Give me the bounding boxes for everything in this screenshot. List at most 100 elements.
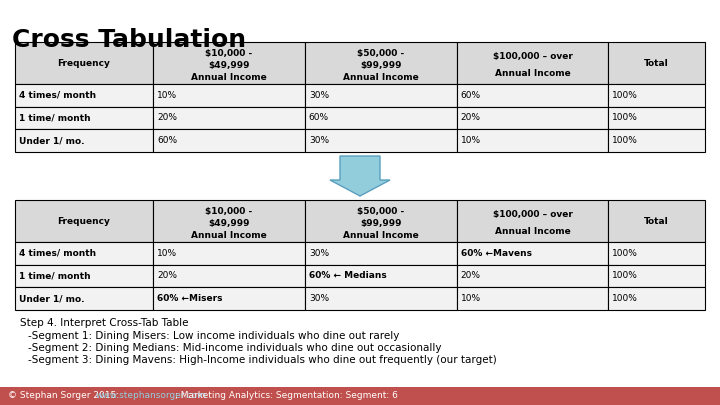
Bar — [456, 84, 608, 107]
Text: $99,999: $99,999 — [360, 61, 402, 70]
Bar — [456, 287, 608, 310]
Bar — [153, 264, 305, 287]
Bar — [608, 129, 705, 152]
Bar — [153, 129, 305, 152]
Text: 60% ←Misers: 60% ←Misers — [157, 294, 222, 303]
Text: $10,000 -: $10,000 - — [205, 207, 253, 216]
Text: $49,999: $49,999 — [208, 219, 250, 228]
Bar — [15, 264, 153, 287]
Bar — [305, 287, 456, 310]
Bar — [15, 129, 153, 152]
Bar — [305, 264, 456, 287]
Text: Annual Income: Annual Income — [495, 69, 570, 78]
Text: 1 time/ month: 1 time/ month — [19, 113, 91, 122]
Text: 30%: 30% — [309, 249, 329, 258]
Text: 60% ← Medians: 60% ← Medians — [309, 271, 387, 280]
Bar — [456, 200, 608, 242]
Bar — [608, 287, 705, 310]
Bar — [305, 242, 456, 264]
Text: 20%: 20% — [157, 271, 177, 280]
Bar — [305, 129, 456, 152]
Text: $100,000 – over: $100,000 – over — [492, 210, 572, 219]
Text: 30%: 30% — [309, 91, 329, 100]
Text: 10%: 10% — [157, 91, 177, 100]
Text: Total: Total — [644, 217, 669, 226]
Bar — [608, 84, 705, 107]
Polygon shape — [330, 156, 390, 196]
Text: © Stephan Sorger 2015:: © Stephan Sorger 2015: — [8, 392, 122, 401]
Text: $50,000 -: $50,000 - — [357, 49, 405, 58]
Text: 10%: 10% — [461, 294, 481, 303]
Bar — [456, 129, 608, 152]
Text: $99,999: $99,999 — [360, 219, 402, 228]
Bar — [305, 200, 456, 242]
Bar — [153, 287, 305, 310]
Text: Total: Total — [644, 59, 669, 68]
Text: www.stephansorger.com: www.stephansorger.com — [95, 392, 206, 401]
Text: Under 1/ mo.: Under 1/ mo. — [19, 136, 84, 145]
Text: 100%: 100% — [613, 271, 638, 280]
Text: 100%: 100% — [613, 249, 638, 258]
Text: Annual Income: Annual Income — [191, 73, 267, 82]
Text: -Segment 3: Dining Mavens: High-Income individuals who dine out frequently (our : -Segment 3: Dining Mavens: High-Income i… — [28, 355, 497, 365]
Text: 4 times/ month: 4 times/ month — [19, 91, 96, 100]
Bar — [608, 42, 705, 84]
Bar — [305, 84, 456, 107]
Bar — [153, 84, 305, 107]
Text: 20%: 20% — [461, 113, 481, 122]
Bar — [153, 42, 305, 84]
Text: 10%: 10% — [461, 136, 481, 145]
Text: 60%: 60% — [309, 113, 329, 122]
Text: Frequency: Frequency — [58, 217, 110, 226]
Text: Annual Income: Annual Income — [495, 227, 570, 236]
Text: -Segment 1: Dining Misers: Low income individuals who dine out rarely: -Segment 1: Dining Misers: Low income in… — [28, 331, 400, 341]
Text: 20%: 20% — [461, 271, 481, 280]
Bar — [15, 287, 153, 310]
Bar — [456, 242, 608, 264]
Text: Annual Income: Annual Income — [191, 231, 267, 240]
Bar — [456, 107, 608, 129]
Text: 10%: 10% — [157, 249, 177, 258]
Text: -Segment 2: Dining Medians: Mid-income individuals who dine out occasionally: -Segment 2: Dining Medians: Mid-income i… — [28, 343, 441, 353]
Text: 4 times/ month: 4 times/ month — [19, 249, 96, 258]
Text: $49,999: $49,999 — [208, 61, 250, 70]
Bar — [305, 107, 456, 129]
Text: 100%: 100% — [613, 91, 638, 100]
Bar — [153, 242, 305, 264]
Bar — [608, 242, 705, 264]
Bar — [456, 42, 608, 84]
Text: 60%: 60% — [461, 91, 481, 100]
Text: $10,000 -: $10,000 - — [205, 49, 253, 58]
Text: Under 1/ mo.: Under 1/ mo. — [19, 294, 84, 303]
Bar — [608, 200, 705, 242]
Text: 60% ←Mavens: 60% ←Mavens — [461, 249, 531, 258]
Bar — [608, 264, 705, 287]
Bar — [15, 242, 153, 264]
Text: ; Marketing Analytics: Segmentation: Segment: 6: ; Marketing Analytics: Segmentation: Seg… — [175, 392, 398, 401]
Bar — [15, 107, 153, 129]
Bar — [305, 42, 456, 84]
Bar — [153, 200, 305, 242]
Bar — [456, 264, 608, 287]
Text: $100,000 – over: $100,000 – over — [492, 52, 572, 61]
Text: 100%: 100% — [613, 136, 638, 145]
Text: Step 4. Interpret Cross-Tab Table: Step 4. Interpret Cross-Tab Table — [20, 318, 189, 328]
Text: Cross Tabulation: Cross Tabulation — [12, 28, 246, 52]
Bar — [15, 42, 153, 84]
Bar — [608, 107, 705, 129]
Text: 60%: 60% — [157, 136, 177, 145]
Text: 100%: 100% — [613, 294, 638, 303]
Text: Annual Income: Annual Income — [343, 231, 418, 240]
Bar — [15, 84, 153, 107]
Text: Annual Income: Annual Income — [343, 73, 418, 82]
Text: 30%: 30% — [309, 136, 329, 145]
Bar — [0, 387, 720, 405]
Bar — [15, 200, 153, 242]
Text: 20%: 20% — [157, 113, 177, 122]
Text: 1 time/ month: 1 time/ month — [19, 271, 91, 280]
Text: Frequency: Frequency — [58, 59, 110, 68]
Bar — [153, 107, 305, 129]
Text: $50,000 -: $50,000 - — [357, 207, 405, 216]
Text: 30%: 30% — [309, 294, 329, 303]
Text: 100%: 100% — [613, 113, 638, 122]
